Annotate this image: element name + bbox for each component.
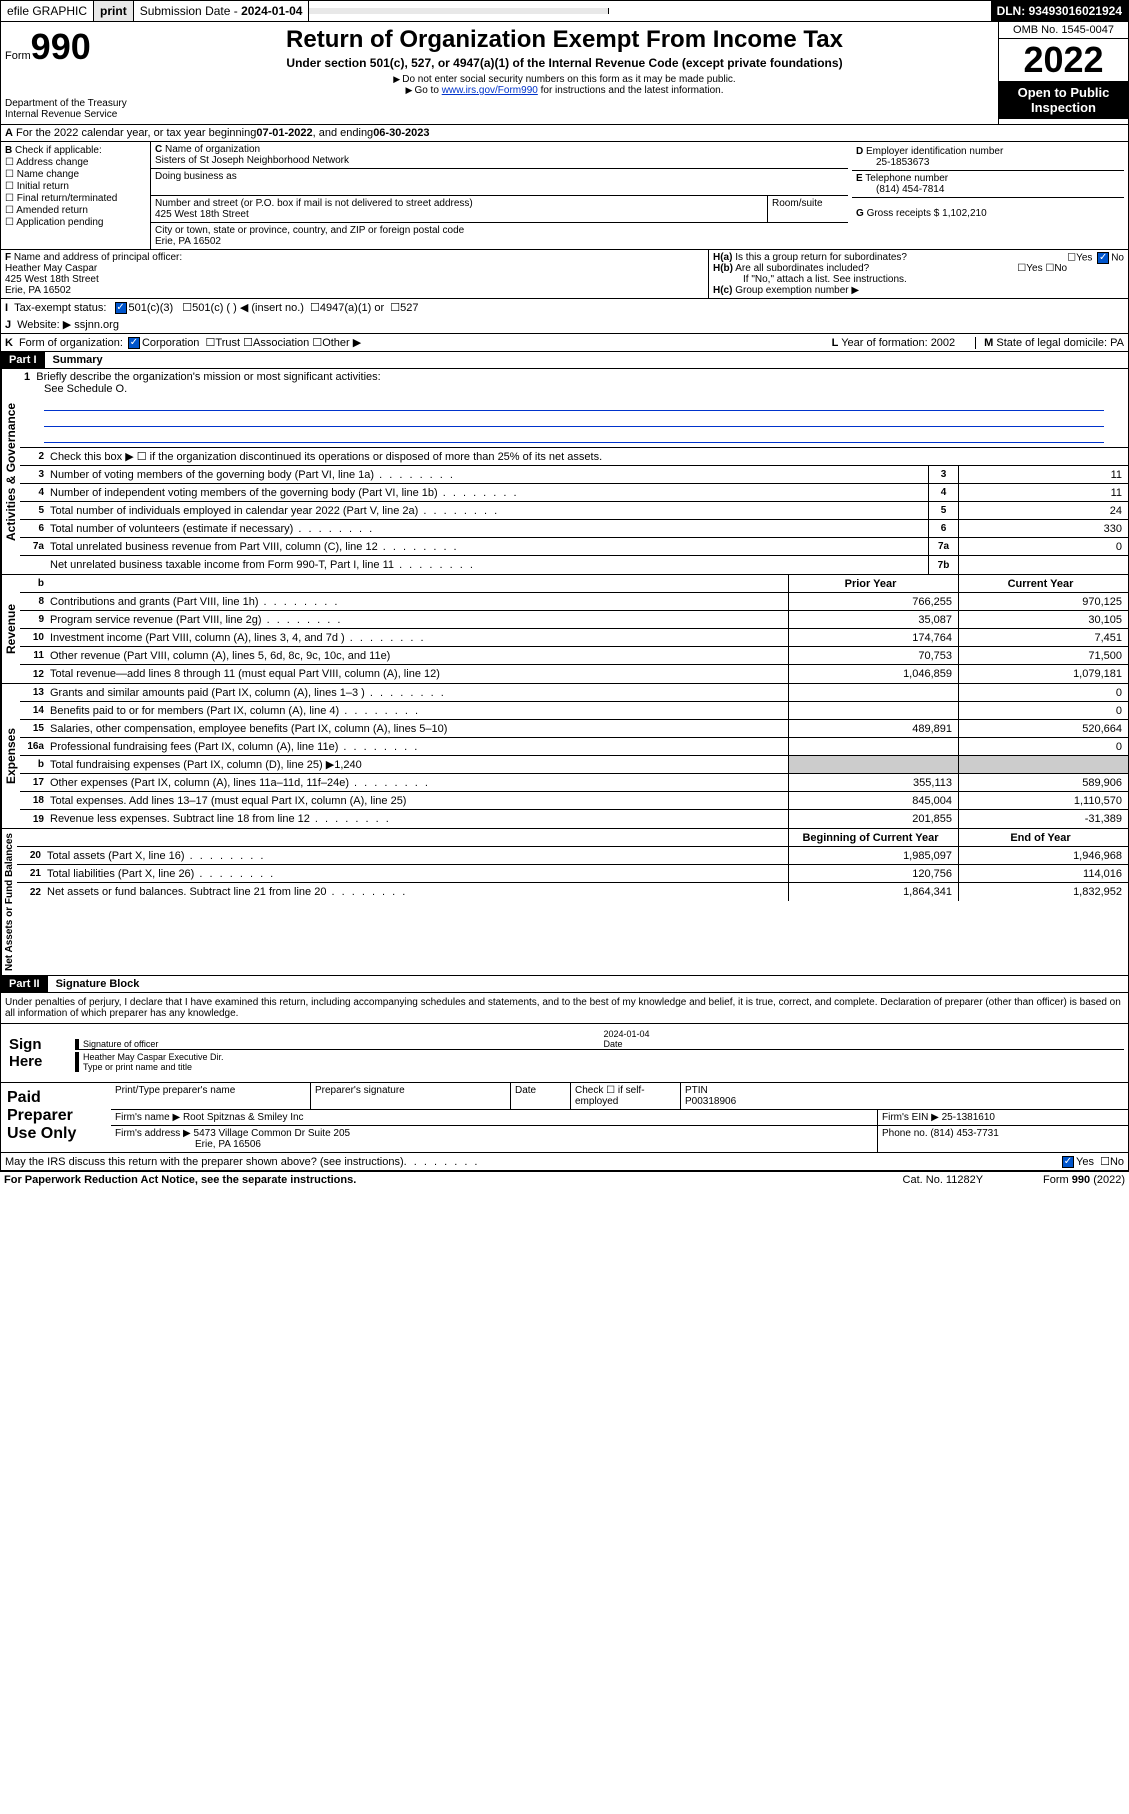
sig-date: 2024-01-04Date: [604, 1029, 1125, 1049]
website: ssjnn.org: [74, 319, 119, 331]
firm-phone: (814) 453-7731: [930, 1128, 998, 1139]
part2-header: Part IISignature Block: [0, 976, 1129, 993]
governance-section: Activities & Governance 1 Briefly descri…: [0, 369, 1129, 575]
dept-label: Department of the Treasury: [5, 98, 127, 109]
ptin: P00318906: [685, 1096, 736, 1107]
netassets-section: Net Assets or Fund Balances Beginning of…: [0, 829, 1129, 976]
exp-side-label: Expenses: [1, 684, 20, 828]
footer: For Paperwork Reduction Act Notice, see …: [0, 1171, 1129, 1188]
section-i: ITax-exempt status: ✓ 501(c)(3) ☐ 501(c)…: [0, 299, 1129, 316]
section-klm: KForm of organization: ✓ Corporation ☐ T…: [0, 334, 1129, 352]
efile-label: efile GRAPHIC: [1, 1, 94, 21]
form-title: Return of Organization Exempt From Incom…: [135, 26, 994, 54]
open-public: Open to Public Inspection: [999, 81, 1128, 119]
rev-side-label: Revenue: [1, 575, 20, 683]
discuss-row: May the IRS discuss this return with the…: [0, 1153, 1129, 1171]
toolbar: efile GRAPHIC print Submission Date - 20…: [0, 0, 1129, 22]
chk-name[interactable]: ☐ Name change: [5, 169, 146, 180]
part1-header: Part ISummary: [0, 352, 1129, 369]
firm-addr: 5473 Village Common Dr Suite 205: [194, 1128, 351, 1139]
dln: DLN: 93493016021924: [991, 1, 1128, 21]
firm-name: Root Spitznas & Smiley Inc: [183, 1112, 304, 1123]
ssn-note: Do not enter social security numbers on …: [135, 74, 994, 85]
mission: See Schedule O.: [44, 383, 1124, 395]
chk-final[interactable]: ☐ Final return/terminated: [5, 193, 146, 204]
corp-check: ✓: [128, 337, 140, 349]
section-a: A For the 2022 calendar year, or tax yea…: [0, 125, 1129, 142]
discuss-yes-check: ✓: [1062, 1156, 1074, 1168]
v7b: [958, 556, 1128, 574]
irs-label: Internal Revenue Service: [5, 109, 127, 120]
firm-ein: 25-1381610: [942, 1112, 995, 1123]
v4: 11: [958, 484, 1128, 501]
print-button[interactable]: print: [94, 1, 134, 21]
org-city: Erie, PA 16502: [155, 236, 221, 247]
v6: 330: [958, 520, 1128, 537]
section-b: B Check if applicable: ☐ Address change …: [1, 142, 151, 249]
phone: (814) 454-7814: [876, 184, 944, 195]
chk-address[interactable]: ☐ Address change: [5, 157, 146, 168]
section-c: C Name of organizationSisters of St Jose…: [151, 142, 848, 249]
v3: 11: [958, 466, 1128, 483]
section-j: JWebsite: ▶ ssjnn.org: [0, 316, 1129, 334]
omb-number: OMB No. 1545-0047: [999, 22, 1128, 39]
paid-preparer: Paid Preparer Use Only Print/Type prepar…: [0, 1083, 1129, 1153]
form-header: Form990 Department of the Treasury Inter…: [0, 22, 1129, 125]
na-side-label: Net Assets or Fund Balances: [1, 829, 17, 975]
form-subtitle: Under section 501(c), 527, or 4947(a)(1)…: [135, 56, 994, 70]
form-number: 990: [31, 26, 91, 68]
revenue-section: Revenue bPrior YearCurrent Year 8Contrib…: [0, 575, 1129, 684]
sign-here: Sign Here Signature of officer2024-01-04…: [0, 1024, 1129, 1083]
section-bcdeg: B Check if applicable: ☐ Address change …: [0, 142, 1129, 250]
chk-pending[interactable]: ☐ Application pending: [5, 217, 146, 228]
submission-date: Submission Date - 2024-01-04: [134, 1, 310, 21]
section-deg: D Employer identification number25-18536…: [848, 142, 1128, 249]
org-name: Sisters of St Joseph Neighborhood Networ…: [155, 155, 349, 166]
v5: 24: [958, 502, 1128, 519]
gross-receipts: 1,102,210: [942, 208, 987, 219]
chk-initial[interactable]: ☐ Initial return: [5, 181, 146, 192]
expenses-section: Expenses 13Grants and similar amounts pa…: [0, 684, 1129, 829]
org-address: 425 West 18th Street: [155, 209, 249, 220]
501c3-check: ✓: [115, 302, 127, 314]
blank-field: [309, 8, 609, 14]
chk-amended[interactable]: ☐ Amended return: [5, 205, 146, 216]
ein: 25-1853673: [876, 157, 929, 168]
tax-year: 2022: [999, 39, 1128, 81]
v7a: 0: [958, 538, 1128, 555]
officer-sig-name: Heather May Caspar Executive Dir.: [83, 1052, 224, 1062]
goto-note: Go to www.irs.gov/Form990 for instructio…: [135, 85, 994, 96]
officer-name: Heather May Caspar: [5, 263, 97, 274]
section-fh: F Name and address of principal officer:…: [0, 250, 1129, 299]
gov-side-label: Activities & Governance: [1, 369, 20, 574]
form-label: Form: [5, 50, 31, 62]
irs-link[interactable]: www.irs.gov/Form990: [442, 85, 538, 96]
sig-declaration: Under penalties of perjury, I declare th…: [0, 993, 1129, 1024]
hano-check: ✓: [1097, 252, 1109, 264]
